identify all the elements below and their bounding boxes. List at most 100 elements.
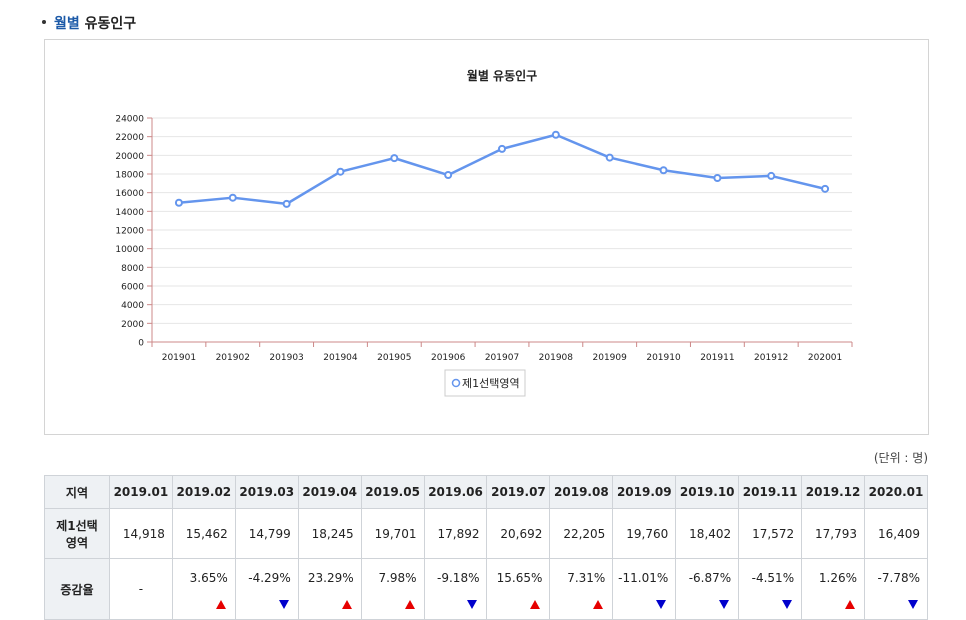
rate-value: 7.31% xyxy=(567,571,606,585)
population-cell: 16,409 xyxy=(864,508,928,559)
section-title-rest: 유동인구 xyxy=(84,16,137,32)
rate-cell: 3.65% xyxy=(171,558,236,620)
arrow-up-icon xyxy=(341,600,352,609)
data-point xyxy=(713,173,722,182)
arrow-down-icon xyxy=(908,600,918,609)
data-point xyxy=(282,199,291,208)
rate-cell: -7.78% xyxy=(864,558,928,620)
header-month: 2019.11 xyxy=(738,475,803,509)
arrow-up-icon xyxy=(404,600,415,609)
table-row: 제1선택 영역 14,918 15,462 14,799 18,245 19,701 17,… xyxy=(44,508,928,559)
rate-value: 23.29% xyxy=(307,571,354,585)
population-cell: 18,245 xyxy=(297,508,362,559)
row-label-region: 제1선택 영역 xyxy=(44,508,110,559)
data-point xyxy=(821,184,830,193)
population-cell: 17,793 xyxy=(801,508,866,559)
unit-label: (단위 : 명) xyxy=(873,451,928,465)
x-tick-label: 201908 xyxy=(539,353,574,363)
data-point xyxy=(444,171,453,180)
chart-container: 월별 유동인구 0 2000 4000 6000 8000 10000 12000 14000 1… xyxy=(44,39,929,435)
rate-cell: 15.65% xyxy=(486,558,551,620)
rate-value: -11.01% xyxy=(618,571,669,585)
rate-value: -6.87% xyxy=(688,571,732,585)
arrow-down-icon xyxy=(782,600,793,609)
data-point xyxy=(551,130,560,139)
header-month: 2019.01 xyxy=(108,475,173,509)
population-cell: 14,918 xyxy=(108,508,173,559)
y-tick-label: 14000 xyxy=(115,208,144,218)
x-tick-label: 201901 xyxy=(162,353,196,363)
arrow-up-icon xyxy=(530,600,541,609)
y-tick-label: 8000 xyxy=(121,264,144,274)
rate-cell: -4.51% xyxy=(738,558,803,620)
legend-label: 제1선택영역 xyxy=(462,377,520,390)
header-month: 2019.09 xyxy=(612,475,677,509)
arrow-up-icon xyxy=(845,600,856,609)
population-cell: 22,205 xyxy=(549,508,614,559)
rate-cell: 7.31% xyxy=(549,558,614,620)
header-region: 지역 xyxy=(44,475,110,509)
x-tick-label: 202001 xyxy=(808,353,842,363)
x-tick-label: 201911 xyxy=(700,353,734,363)
population-cell: 17,572 xyxy=(738,508,803,559)
x-tick-label: 201907 xyxy=(485,353,519,363)
rate-cell: - xyxy=(108,558,173,620)
section-title-highlight: 월별 xyxy=(54,16,80,32)
y-tick-label: 0 xyxy=(138,339,144,349)
y-tick-label: 2000 xyxy=(121,320,144,330)
y-tick-label: 22000 xyxy=(115,133,144,143)
population-cell: 18,402 xyxy=(675,508,740,559)
x-tick-label: 201912 xyxy=(754,353,788,363)
x-tick-label: 201902 xyxy=(216,353,250,363)
header-month: 2019.03 xyxy=(234,475,299,509)
x-tick-label: 201906 xyxy=(431,353,466,363)
population-cell: 19,760 xyxy=(612,508,677,559)
population-cell: 17,892 xyxy=(423,508,488,559)
section-title: 월별 유동인구 xyxy=(42,13,136,33)
table-row: 증감율 - 3.65% -4.29% 23.29% 7.98% -9.18% 15.65% 7… xyxy=(44,558,928,620)
row-label-rate: 증감율 xyxy=(44,558,110,620)
y-tick-label: 6000 xyxy=(121,283,144,293)
population-cell: 20,692 xyxy=(486,508,551,559)
arrow-down-icon xyxy=(656,600,667,609)
rate-cell: -4.29% xyxy=(234,558,299,620)
rate-value: 1.26% xyxy=(818,571,858,585)
header-month: 2019.10 xyxy=(675,475,740,509)
rate-value: -4.51% xyxy=(751,571,795,585)
x-tick-label: 201903 xyxy=(269,353,303,363)
header-month: 2020.01 xyxy=(864,475,928,509)
rate-value: 15.65% xyxy=(496,571,543,585)
legend-marker xyxy=(451,378,461,388)
data-point xyxy=(659,166,668,175)
rate-value: - xyxy=(138,582,144,596)
rate-value: 7.98% xyxy=(378,571,417,585)
x-tick-label: 201904 xyxy=(323,353,358,363)
rate-cell: 23.29% xyxy=(297,558,362,620)
x-tick-label: 201910 xyxy=(646,353,681,363)
data-point xyxy=(336,167,345,176)
arrow-up-icon xyxy=(593,600,604,609)
arrow-down-icon xyxy=(719,600,730,609)
data-table: 지역 2019.01 2019.02 2019.03 2019.04 2019.05 20… xyxy=(44,475,928,620)
y-tick-label: 24000 xyxy=(115,115,144,125)
x-tick-label: 201909 xyxy=(593,353,628,363)
header-month: 2019.08 xyxy=(549,475,614,509)
header-month: 2019.05 xyxy=(360,475,425,509)
header-month: 2019.12 xyxy=(801,475,866,509)
rate-cell: 1.26% xyxy=(801,558,866,620)
rate-value: 3.65% xyxy=(189,571,228,585)
header-month: 2019.07 xyxy=(486,475,551,509)
arrow-up-icon xyxy=(215,600,226,609)
data-point xyxy=(174,198,183,207)
population-cell: 14,799 xyxy=(234,508,299,559)
population-cell: 19,701 xyxy=(360,508,425,559)
y-tick-label: 18000 xyxy=(115,171,144,181)
data-point xyxy=(605,153,614,162)
rate-cell: 7.98% xyxy=(360,558,425,620)
y-tick-label: 4000 xyxy=(121,301,144,311)
header-month: 2019.02 xyxy=(171,475,236,509)
rate-cell: -11.01% xyxy=(612,558,677,620)
rate-cell: -6.87% xyxy=(675,558,740,620)
bullet-icon xyxy=(42,20,46,24)
y-tick-label: 12000 xyxy=(115,227,144,237)
